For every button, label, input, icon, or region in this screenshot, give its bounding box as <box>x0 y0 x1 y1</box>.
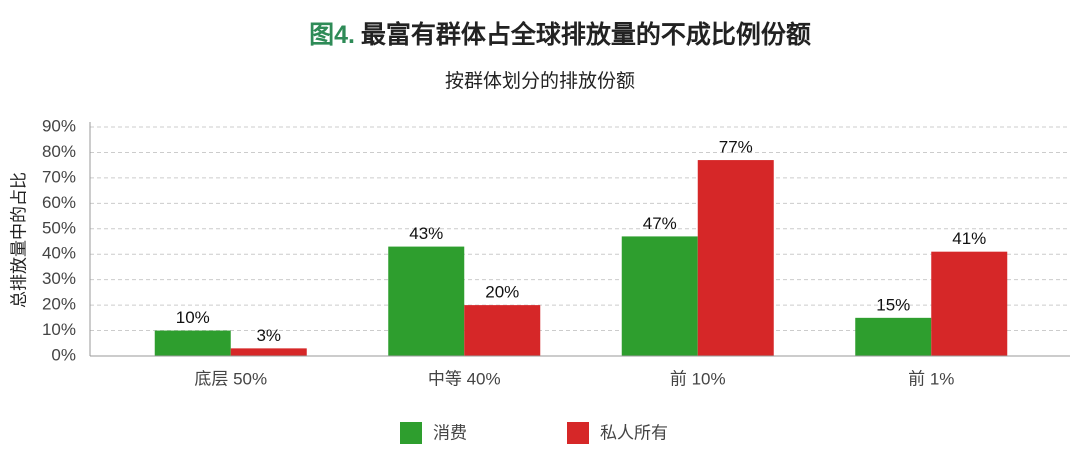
legend-swatch <box>567 422 589 444</box>
bar <box>230 348 307 356</box>
legend-swatch <box>400 422 422 444</box>
y-tick-label: 10% <box>42 320 76 339</box>
y-tick-label: 40% <box>42 244 76 263</box>
value-label: 47% <box>643 214 677 233</box>
x-tick-label: 中等 40% <box>428 369 501 388</box>
bar <box>855 317 932 356</box>
value-label: 15% <box>876 295 910 314</box>
y-tick-label: 20% <box>42 295 76 314</box>
legend-label: 私人所有 <box>600 423 668 442</box>
y-tick-label: 80% <box>42 142 76 161</box>
figure-label: 图4. <box>309 21 355 49</box>
title-text: 最富有群体占全球排放量的不成比例份额 <box>361 20 811 49</box>
value-label: 77% <box>719 138 753 157</box>
bar <box>621 236 698 356</box>
legend-label: 消费 <box>433 423 467 442</box>
x-tick-label: 底层 50% <box>194 369 267 388</box>
value-label: 41% <box>952 229 986 248</box>
y-tick-label: 90% <box>42 116 76 135</box>
chart-subtitle: 按群体划分的排放份额 <box>445 70 635 92</box>
value-label: 10% <box>176 308 210 327</box>
value-label: 3% <box>256 326 281 345</box>
bar <box>697 160 774 356</box>
y-tick-label: 70% <box>42 167 76 186</box>
y-axis-label: 总排放量中的占比 <box>9 172 28 308</box>
y-tick-label: 60% <box>42 193 76 212</box>
bar <box>154 330 231 356</box>
value-label: 20% <box>485 283 519 302</box>
value-label: 43% <box>409 224 443 243</box>
bar <box>464 305 541 356</box>
y-tick-label: 0% <box>51 345 76 364</box>
y-tick-label: 50% <box>42 218 76 237</box>
bar <box>388 246 465 356</box>
x-tick-label: 前 1% <box>908 369 954 388</box>
x-tick-label: 前 10% <box>670 369 726 388</box>
y-tick-label: 30% <box>42 269 76 288</box>
chart-title: 图4. 最富有群体占全球排放量的不成比例份额 <box>309 20 811 49</box>
bar <box>931 251 1008 356</box>
